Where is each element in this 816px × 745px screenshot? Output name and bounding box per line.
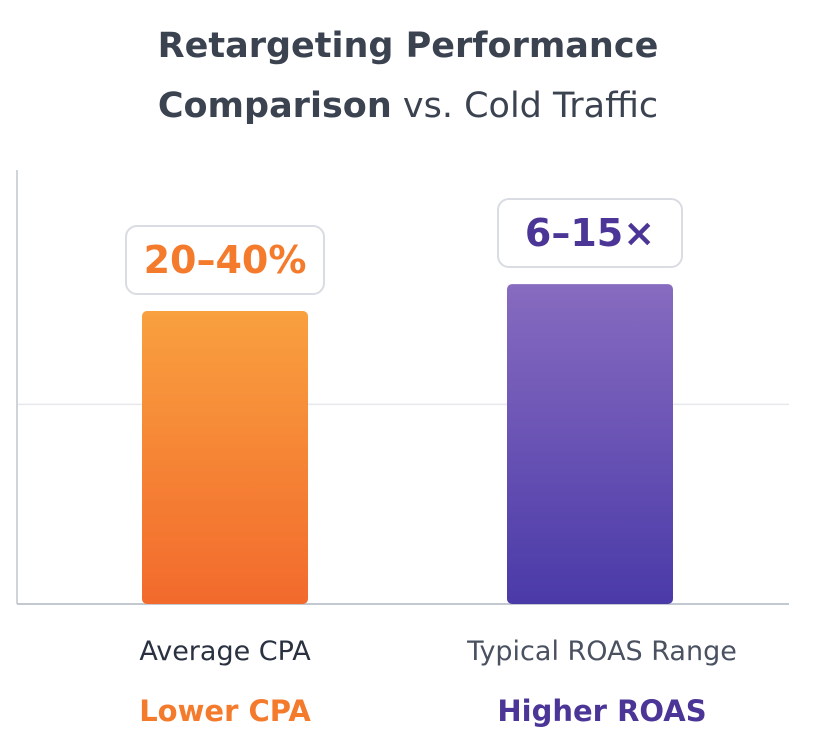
- title-regular-part: vs. Cold Traffic: [402, 86, 659, 126]
- data-label-roas: 6–15×: [497, 198, 683, 269]
- subtitle-lower-cpa: Lower CPA: [139, 694, 311, 728]
- chart-title-line2: Comparison vs. Cold Traffic: [0, 86, 816, 126]
- bar-roas: [507, 284, 673, 604]
- data-label-cpa: 20–40%: [125, 225, 325, 296]
- title-bold-part: Comparison: [157, 86, 392, 126]
- bar-cpa: [142, 311, 308, 604]
- category-label-cpa: Average CPA: [139, 636, 311, 667]
- chart-title-line1: Retargeting Performance: [157, 26, 659, 66]
- subtitle-higher-roas: Higher ROAS: [497, 694, 707, 728]
- category-label-roas: Typical ROAS Range: [467, 636, 737, 667]
